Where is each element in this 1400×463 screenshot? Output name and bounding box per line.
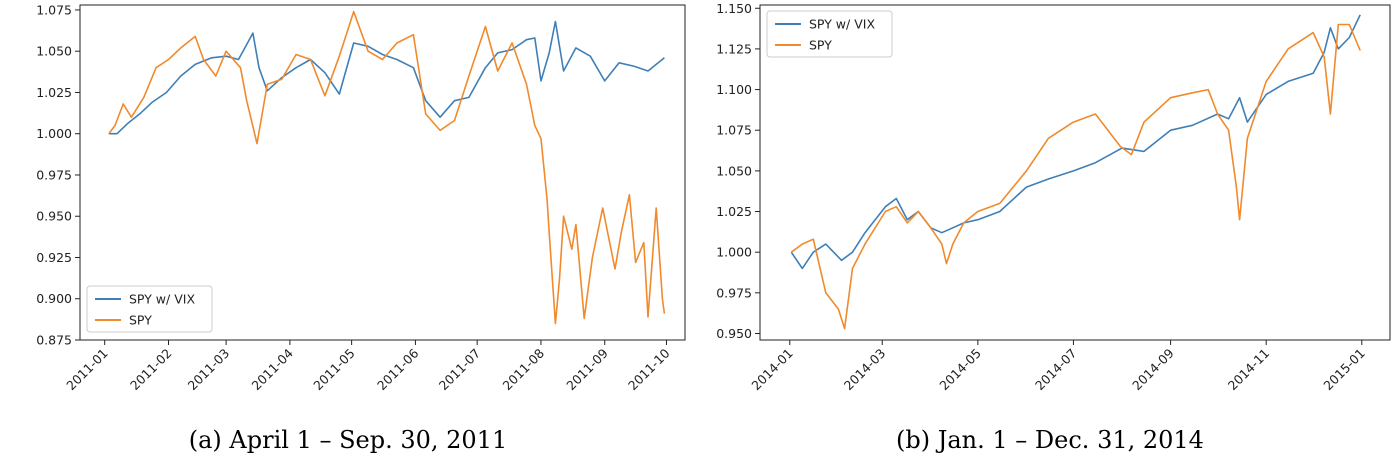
y-tick-label: 1.000 [36, 126, 72, 141]
y-tick-label: 1.025 [716, 204, 752, 219]
subfigure-caption: (a) April 1 – Sep. 30, 2011 [189, 426, 507, 454]
y-tick-label: 0.875 [36, 333, 72, 348]
y-tick-label: 0.950 [716, 326, 752, 341]
x-tick-label: 2011-10 [625, 345, 673, 393]
x-tick-label: 2011-01 [63, 346, 111, 394]
x-tick-label: 2011-06 [374, 345, 422, 393]
axes-frame [79, 4, 686, 341]
axes-frame [759, 4, 1391, 341]
x-tick-label: 2014-03 [841, 346, 889, 394]
y-tick-label: 1.050 [36, 44, 72, 59]
legend: SPY w/ VIX SPY [86, 285, 213, 333]
y-tick-label: 1.075 [36, 2, 72, 17]
y-tick-label: 0.975 [716, 285, 752, 300]
plot-area [760, 5, 1390, 340]
x-tick-label: 2011-02 [127, 346, 175, 394]
x-tick-label: 2011-09 [563, 345, 611, 393]
y-tick-label: 1.000 [716, 245, 752, 260]
x-tick-label: 2014-05 [936, 346, 984, 394]
legend: SPY w/ VIX SPY [766, 10, 893, 58]
y-tick-label: 1.050 [716, 163, 752, 178]
y-tick-label: 0.975 [36, 167, 72, 182]
legend-label: SPY w/ VIX [809, 17, 875, 32]
y-tick-label: 0.925 [36, 250, 72, 265]
legend-label: SPY w/ VIX [129, 292, 195, 307]
series-line-0 [790, 14, 1361, 270]
x-tick-label: 2014-09 [1129, 345, 1177, 393]
y-tick-label: 0.900 [36, 291, 72, 306]
series-line-0 [108, 20, 665, 135]
plot-area [80, 5, 685, 340]
x-tick-label: 2014-07 [1032, 346, 1080, 394]
x-tick-label: 2015-01 [1320, 346, 1368, 394]
x-tick-label: 2011-08 [500, 345, 548, 393]
x-tick-label: 2014-01 [748, 346, 796, 394]
y-tick-label: 1.125 [716, 41, 752, 56]
legend-label: SPY [809, 38, 832, 53]
y-tick-label: 1.075 [716, 123, 752, 138]
x-tick-label: 2011-07 [436, 346, 484, 394]
chart-panel-a: 0.875 0.900 0.925 0.950 0.975 1.000 1.025 1.050… [36, 2, 686, 454]
series-line-1 [108, 10, 666, 325]
y-tick-label: 1.025 [36, 85, 72, 100]
legend-label: SPY [129, 313, 152, 328]
chart-panel-b: 0.950 0.975 1.000 1.025 1.050 1.075 1.100 1.125… [716, 1, 1391, 454]
series-line-1 [790, 23, 1361, 330]
y-tick-label: 1.150 [716, 1, 752, 16]
subfigure-caption: (b) Jan. 1 – Dec. 31, 2014 [896, 426, 1204, 454]
x-tick-label: 2014-11 [1225, 346, 1273, 394]
x-tick-label: 2011-03 [185, 346, 233, 394]
x-tick-label: 2011-05 [310, 346, 358, 394]
y-tick-label: 0.950 [36, 209, 72, 224]
x-tick-label: 2011-04 [248, 345, 296, 393]
y-tick-label: 1.100 [716, 82, 752, 97]
